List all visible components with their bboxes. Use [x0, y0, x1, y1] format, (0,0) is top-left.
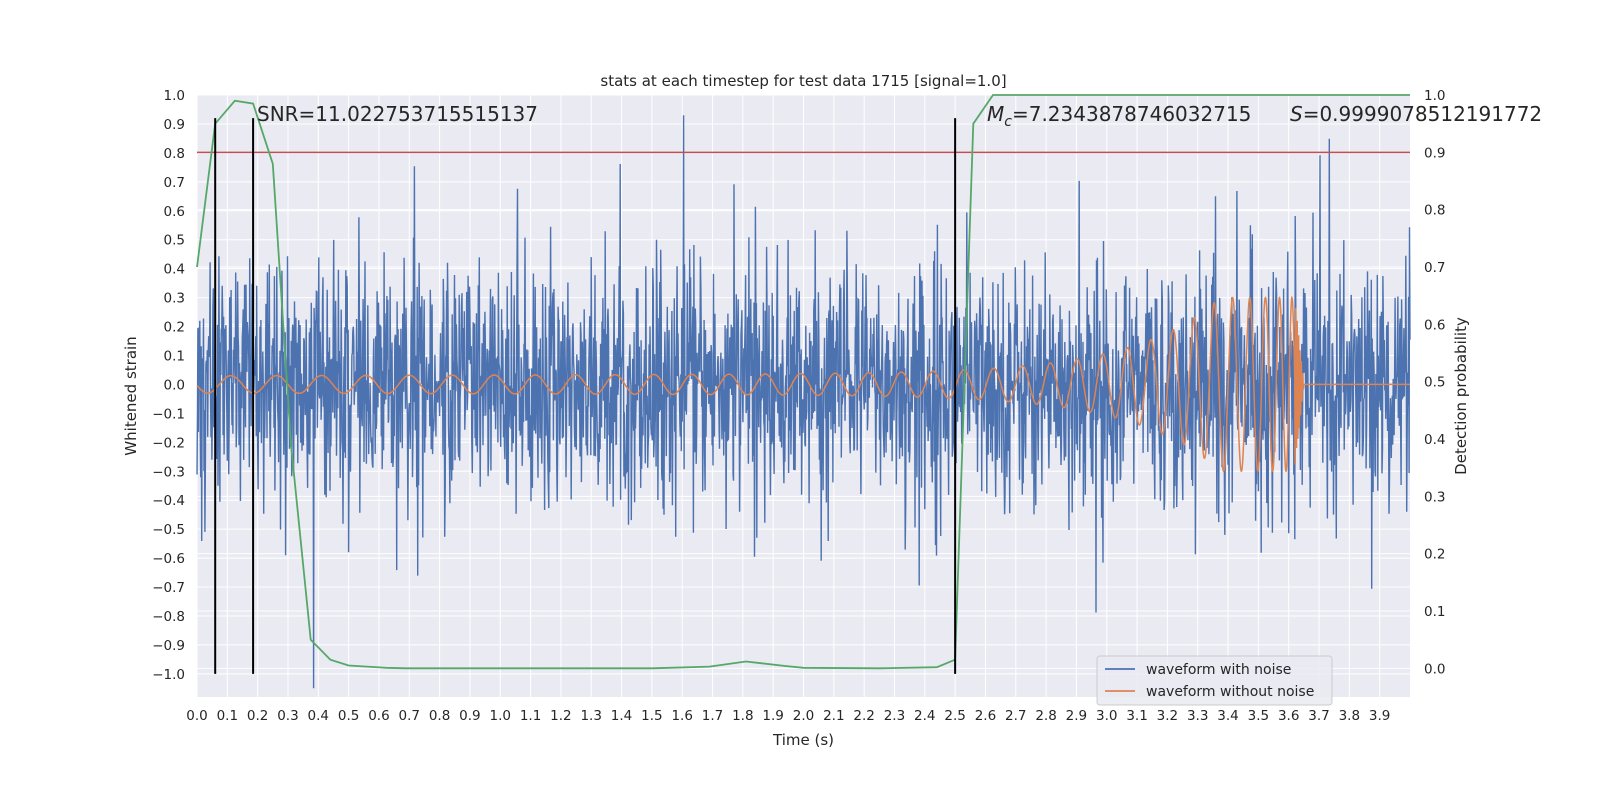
x-tick-label: 0.5 — [338, 708, 359, 724]
y-left-tick-label: 0.2 — [164, 320, 185, 336]
y-left-tick-label: −1.0 — [152, 667, 185, 683]
x-tick-label: 0.0 — [186, 708, 207, 724]
y-right-tick-label: 1.0 — [1424, 88, 1445, 104]
y-left-tick-label: −0.9 — [152, 638, 185, 654]
series-waveform-with-noise — [196, 115, 1411, 689]
y-right-tick-label: 0.8 — [1424, 203, 1445, 219]
y-left-tick-label: 0.5 — [164, 233, 185, 249]
x-tick-label: 0.8 — [429, 708, 450, 724]
y-right-tick-label: 0.9 — [1424, 145, 1445, 161]
x-tick-label: 2.0 — [793, 708, 814, 724]
mc-value: =7.2343878746032715 — [1012, 102, 1251, 126]
x-tick-label: 2.2 — [853, 708, 874, 724]
series-detection-probability — [196, 94, 1410, 670]
s-value: =0.9999078512191772 — [1303, 102, 1542, 126]
x-axis-label: Time (s) — [772, 731, 834, 749]
y-right-tick-label: 0.5 — [1424, 375, 1445, 391]
x-tick-label: 3.1 — [1126, 708, 1147, 724]
x-tick-label: 0.1 — [217, 708, 238, 724]
x-tick-label: 2.7 — [1005, 708, 1026, 724]
y-left-tick-label: −0.5 — [152, 522, 185, 538]
x-tick-label: 1.0 — [490, 708, 511, 724]
series-layer — [196, 115, 1411, 689]
x-tick-label: 0.7 — [399, 708, 420, 724]
x-tick-label: 3.7 — [1308, 708, 1329, 724]
x-tick-label: 1.1 — [520, 708, 541, 724]
y-left-tick-label: 0.1 — [164, 348, 185, 364]
x-tick-label: 0.3 — [277, 708, 298, 724]
x-tick-label: 3.0 — [1096, 708, 1117, 724]
x-tick-label: 2.5 — [944, 708, 965, 724]
y-left-tick-label: 0.3 — [164, 291, 185, 307]
x-tick-label: 1.4 — [611, 708, 632, 724]
x-tick-label: 1.8 — [732, 708, 753, 724]
y-left-tick-label: −0.2 — [152, 435, 185, 451]
x-tick-label: 3.3 — [1187, 708, 1208, 724]
overlay-layer — [196, 94, 1410, 674]
y-left-tick-label: −0.6 — [152, 551, 185, 567]
mc-subscript: c — [1004, 114, 1012, 130]
x-tick-label: 2.6 — [975, 708, 996, 724]
legend-label-noise: waveform with noise — [1146, 662, 1291, 678]
x-tick-label: 3.5 — [1248, 708, 1269, 724]
legend: waveform with noise waveform without noi… — [1096, 655, 1333, 706]
x-tick-label: 3.8 — [1339, 708, 1360, 724]
y-axis-label-left: Whitened strain — [122, 336, 140, 455]
y-right-tick-label: 0.4 — [1424, 432, 1445, 448]
y-left-tick-label: 0.6 — [164, 204, 185, 220]
tick-labels: 0.0 0.1 0.2 0.3 0.4 0.5 0.6 0.7 0.8 0.9 1.0 1.1 1.2 1… — [152, 88, 1445, 724]
y-left-tick-label: 0.8 — [164, 146, 185, 162]
series-waveform-without-noise — [196, 295, 1410, 473]
y-left-tick-label: 0.4 — [164, 262, 185, 278]
x-tick-label: 1.9 — [762, 708, 783, 724]
y-left-tick-label: −0.4 — [152, 493, 185, 509]
x-tick-label: 3.6 — [1278, 708, 1299, 724]
y-axis-label-right: Detection probability — [1452, 317, 1470, 475]
snr-annotation: SNR=11.022753715515137 — [257, 102, 538, 126]
x-tick-label: 3.4 — [1217, 708, 1238, 724]
x-tick-label: 2.1 — [823, 708, 844, 724]
y-left-tick-label: −0.8 — [152, 609, 185, 625]
legend-label-clean: waveform without noise — [1146, 684, 1314, 700]
y-left-tick-label: 0.7 — [164, 175, 185, 191]
y-left-tick-label: 1.0 — [164, 88, 185, 104]
x-tick-label: 2.4 — [914, 708, 935, 724]
x-tick-label: 0.6 — [368, 708, 389, 724]
x-tick-label: 3.2 — [1157, 708, 1178, 724]
chirp-mass-annotation: Mc=7.2343878746032715 — [987, 102, 1251, 130]
x-tick-label: 1.2 — [550, 708, 571, 724]
y-right-tick-label: 0.6 — [1424, 317, 1445, 333]
y-right-tick-label: 0.2 — [1424, 547, 1445, 563]
mc-symbol: M — [987, 102, 1004, 126]
y-right-tick-label: 0.3 — [1424, 489, 1445, 505]
x-tick-label: 1.5 — [641, 708, 662, 724]
x-tick-label: 0.2 — [247, 708, 268, 724]
x-tick-label: 0.9 — [459, 708, 480, 724]
s-annotation: S=0.9999078512191772 — [1290, 102, 1542, 126]
y-right-tick-label: 0.0 — [1424, 661, 1445, 677]
legend-box — [1096, 655, 1333, 706]
y-left-tick-label: −0.3 — [152, 464, 185, 480]
x-tick-label: 3.9 — [1369, 708, 1390, 724]
y-right-tick-label: 0.1 — [1424, 604, 1445, 620]
x-tick-label: 2.9 — [1066, 708, 1087, 724]
y-right-tick-label: 0.7 — [1424, 260, 1445, 276]
chart-title: stats at each timestep for test data 171… — [600, 72, 1006, 90]
x-tick-label: 1.7 — [702, 708, 723, 724]
x-tick-label: 1.6 — [671, 708, 692, 724]
y-left-tick-label: −0.7 — [152, 580, 185, 596]
y-left-tick-label: −0.1 — [152, 406, 185, 422]
x-tick-label: 2.3 — [884, 708, 905, 724]
y-left-tick-label: 0.9 — [164, 117, 185, 133]
s-symbol: S — [1290, 102, 1303, 126]
y-left-tick-label: 0.0 — [164, 377, 185, 393]
x-tick-label: 1.3 — [580, 708, 601, 724]
x-tick-label: 0.4 — [308, 708, 329, 724]
x-tick-label: 2.8 — [1035, 708, 1056, 724]
